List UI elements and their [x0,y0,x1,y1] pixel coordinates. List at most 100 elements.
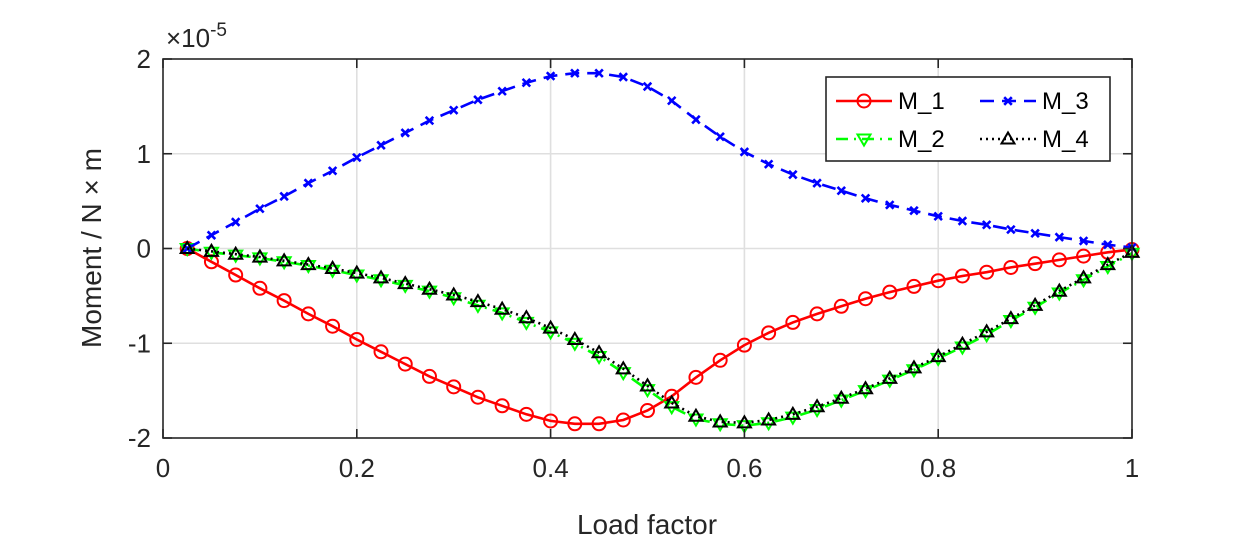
data-point-m-3 [473,95,483,105]
data-point-m-3 [352,152,362,163]
data-point-m-3 [667,95,677,106]
x-marker-stroke [376,140,386,150]
data-point-m-1 [228,267,244,283]
x-marker-stroke [570,68,580,78]
data-point-m-1 [712,352,728,368]
data-point-m-4 [348,264,366,279]
data-point-m-1 [809,306,825,322]
data-point-m-3 [279,191,289,202]
x-axis-title: Load factor [577,509,717,540]
data-point-m-1 [300,306,316,322]
x-marker-stroke [1054,232,1065,242]
data-point-m-3 [303,178,314,188]
data-point-m-2 [711,418,729,433]
data-point-m-4 [687,407,705,422]
data-point-m-2 [421,285,438,300]
data-point-m-4 [808,398,826,413]
data-point-m-3 [739,147,750,157]
data-point-m-2 [372,274,390,289]
data-point-m-1 [1076,248,1092,264]
data-point-m-3 [836,185,847,196]
data-point-m-1 [761,325,777,341]
x-marker-stroke [1003,96,1013,106]
x-marker-stroke [594,68,604,78]
data-point-m-3 [763,159,774,169]
x-marker-stroke [691,114,701,125]
data-point-m-1 [421,368,437,384]
legend-label-m-1: M_1 [898,88,945,115]
data-point-m-3 [424,115,435,126]
x-marker-stroke [909,205,919,216]
data-point-m-3 [618,72,628,82]
data-point-m-4 [275,252,293,267]
data-point-m-2 [227,249,244,264]
data-point-m-4 [566,330,584,346]
data-point-m-4 [493,300,511,315]
data-point-m-3 [448,105,459,115]
data-point-m-3 [521,77,532,88]
tick-labels: 0 0.2 0.4 0.6 0.8 1 -2 -1 0 1 2 [128,44,1139,483]
data-point-m-4 [590,344,608,359]
x-marker-stroke [1006,224,1016,235]
data-point-m-4 [784,405,802,420]
y-tick-label: 1 [137,139,151,169]
data-point-m-4 [1002,310,1020,325]
x-marker-stroke [230,217,241,227]
data-point-m-4 [663,394,680,409]
x-marker-stroke [836,185,847,196]
x-marker-stroke [206,230,217,240]
x-marker-stroke [788,169,798,180]
data-point-m-3 [957,216,968,226]
x-marker-stroke [715,131,725,142]
data-point-m-1 [252,280,268,296]
data-point-m-1 [543,413,559,429]
y-tick-label: -1 [128,328,151,358]
data-point-m-3 [594,68,604,78]
data-point-m-2 [251,252,269,267]
data-point-m-4 [203,242,220,257]
x-marker-stroke [448,105,459,115]
y-exponent-base: ×10 [166,23,210,53]
data-point-m-3 [327,166,338,176]
legend-marker-m-2 [855,133,873,148]
data-point-m-3 [1054,232,1065,242]
data-point-m-4 [760,411,777,426]
data-point-m-2 [905,364,923,379]
data-point-m-4 [421,280,438,295]
x-tick-label: 1 [1125,453,1139,483]
data-point-m-3 [230,217,241,227]
legend-box [825,76,1111,162]
data-point-m-1 [397,356,413,372]
x-tick-label: 0 [156,453,170,483]
y-exponent-label: ×10-5 [166,20,227,53]
y-tick-label: -2 [128,423,151,453]
data-point-m-2 [348,269,366,284]
legend-label-m-3: M_3 [1042,88,1089,115]
x-tick-label: 0.4 [533,453,569,483]
data-point-m-4 [518,309,535,324]
data-point-m-1 [591,416,607,432]
data-point-m-4 [1075,269,1092,284]
data-point-m-1 [446,379,462,395]
data-point-m-1 [325,318,341,334]
data-point-m-3 [545,71,556,81]
x-tick-label: 0.2 [339,453,375,483]
y-axis-title: Moment / N × m [76,148,107,348]
data-point-m-3 [885,200,895,210]
data-point-m-4 [615,360,632,375]
x-marker-stroke [860,193,871,204]
data-point-m-4 [542,319,559,334]
x-marker-stroke [642,81,653,92]
x-marker-stroke [1030,228,1040,239]
data-point-m-1 [276,293,292,309]
data-point-m-3 [981,220,992,230]
data-point-m-2 [929,352,947,367]
data-point-m-2 [1026,301,1044,316]
data-point-m-4 [978,323,995,338]
data-point-m-2 [203,246,220,261]
data-point-m-1 [518,406,534,422]
x-marker-stroke [885,200,895,210]
y-exponent-power: -5 [210,20,227,41]
x-marker-stroke [933,211,943,222]
